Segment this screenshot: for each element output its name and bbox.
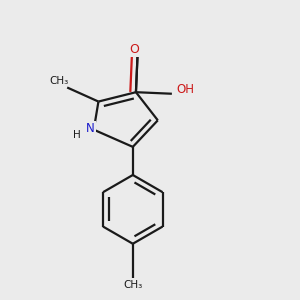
Text: N: N [86, 122, 95, 135]
Text: O: O [129, 43, 139, 56]
Text: CH₃: CH₃ [50, 76, 69, 85]
Text: CH₃: CH₃ [123, 280, 142, 290]
Text: H: H [73, 130, 80, 140]
Text: OH: OH [176, 83, 194, 97]
